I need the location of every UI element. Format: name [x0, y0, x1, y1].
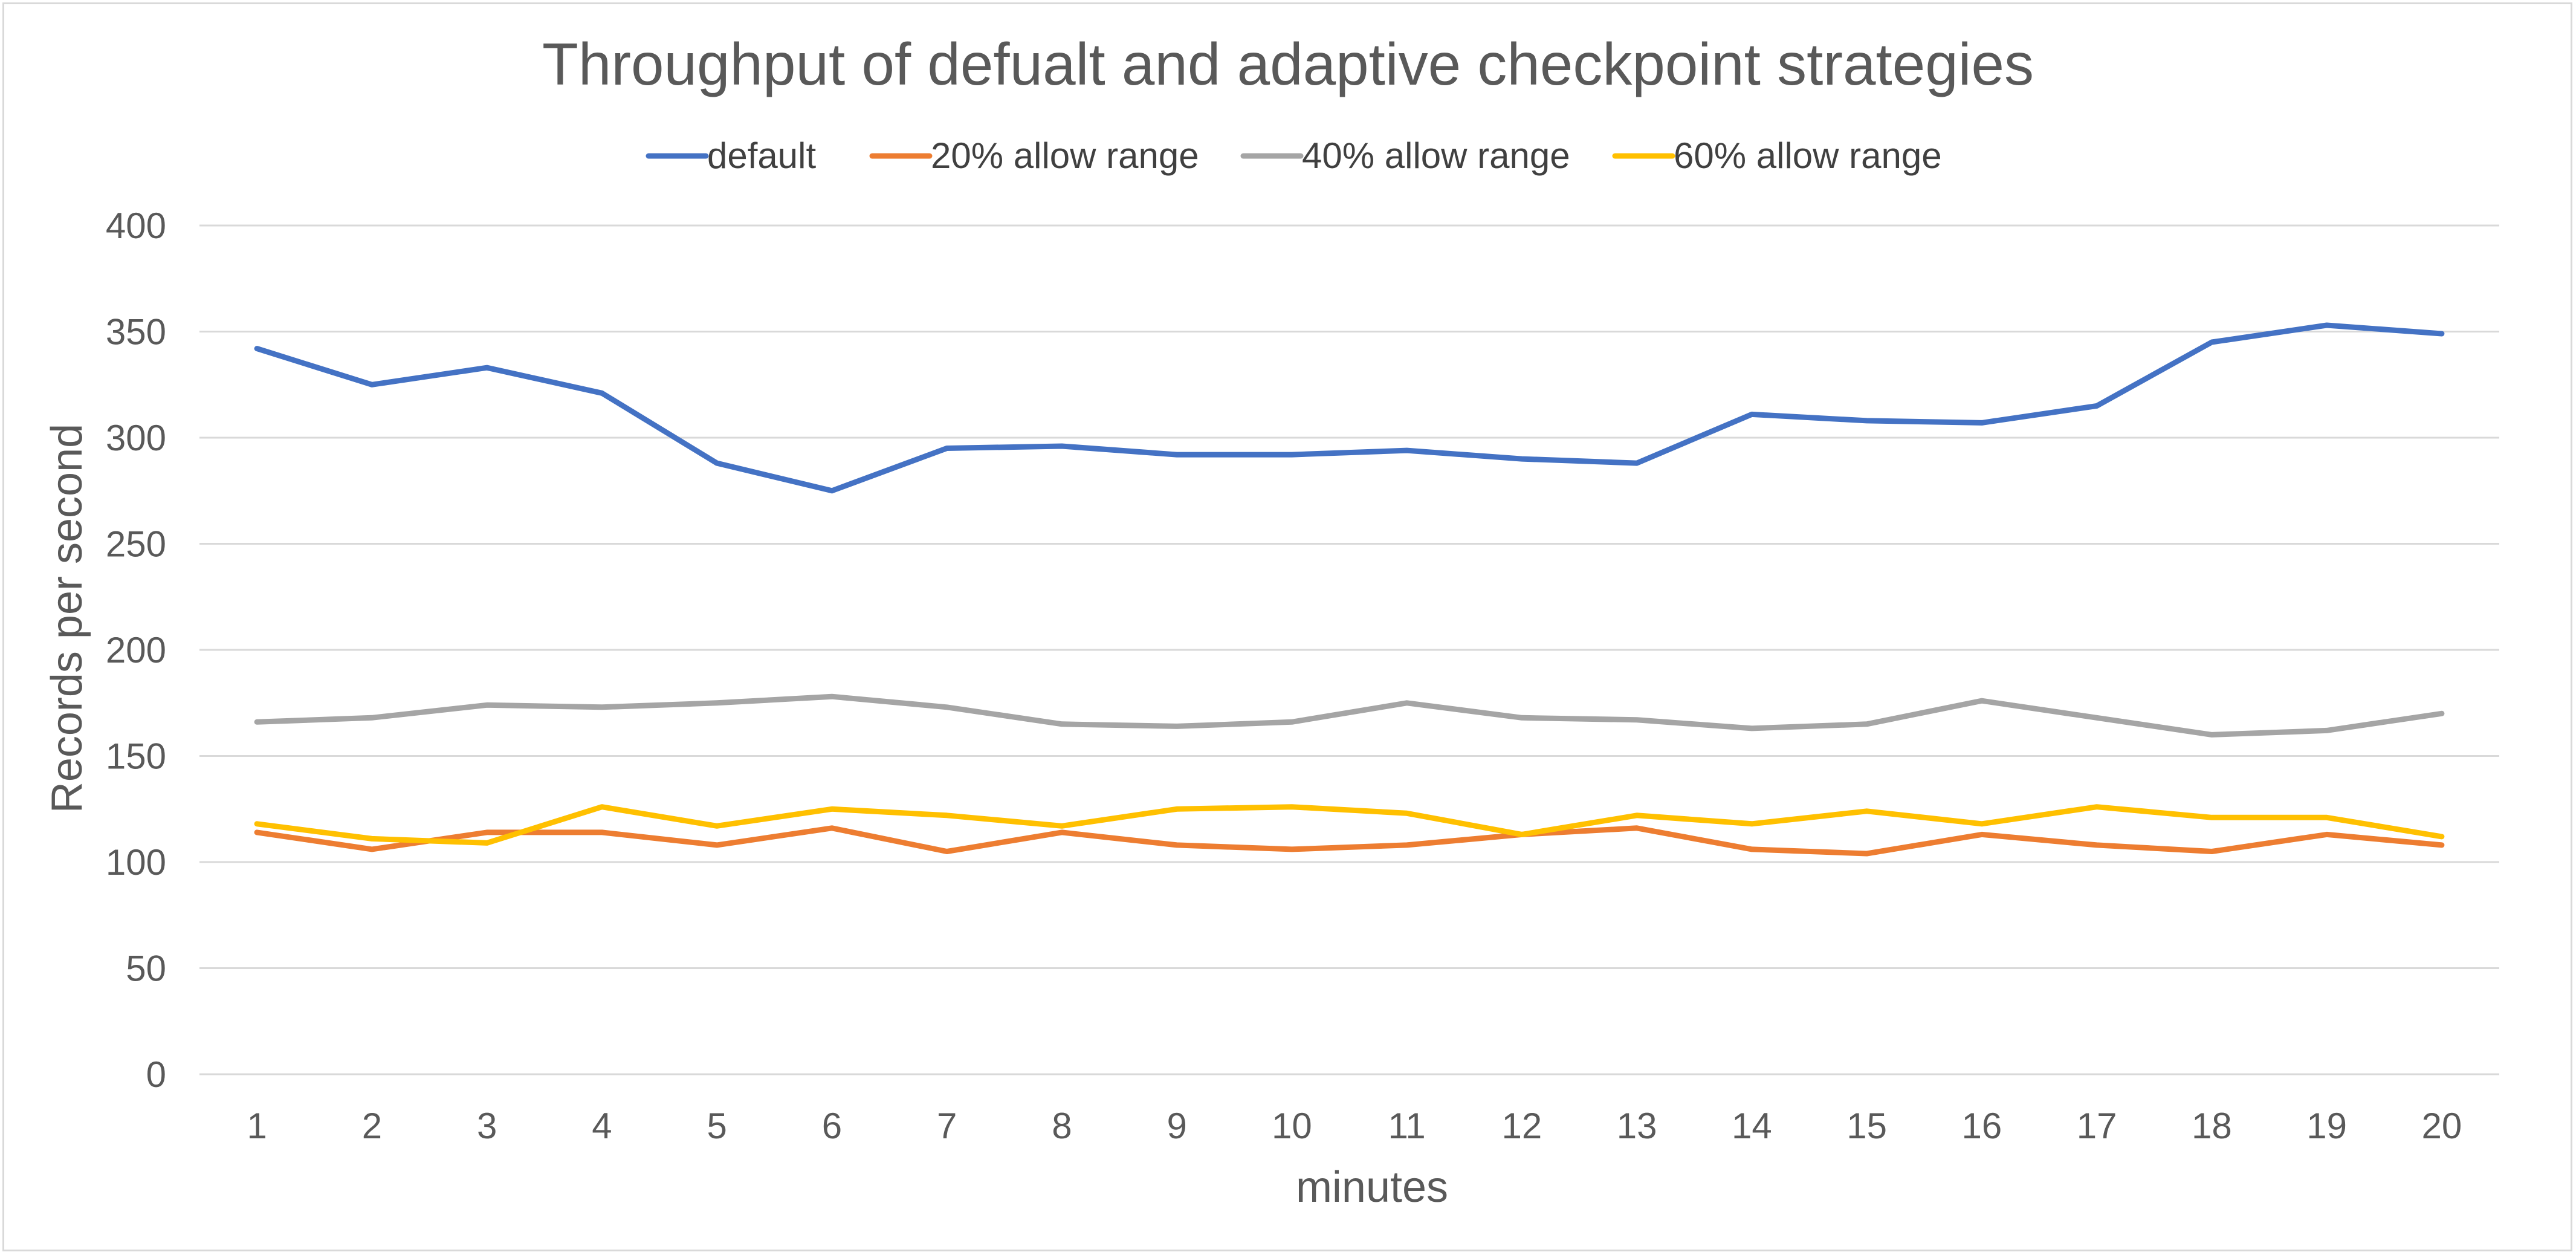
x-tick-label: 14 — [1732, 1106, 1772, 1146]
y-tick-label: 150 — [106, 736, 166, 777]
y-tick-label: 50 — [126, 949, 166, 989]
series-line-2 — [254, 825, 2445, 857]
y-axis-title: Records per second — [43, 424, 91, 813]
x-axis-ticks: 1 2 3 4 5 6 7 8 9 10 11 12 13 14 15 16 17 18 19 20 — [247, 1106, 2462, 1146]
x-tick-label: 6 — [822, 1106, 842, 1146]
x-tick-label: 16 — [1962, 1106, 2002, 1146]
x-tick-label: 13 — [1617, 1106, 1657, 1146]
x-tick-label: 8 — [1052, 1106, 1072, 1146]
y-tick-label: 200 — [106, 630, 166, 670]
y-tick-label: 100 — [106, 842, 166, 883]
legend-label: 60% allow range — [1674, 135, 1942, 176]
legend: default 20% allow range 40% allow range 60%… — [646, 135, 1942, 176]
series-line-1 — [254, 322, 2445, 494]
x-tick-label: 19 — [2306, 1106, 2347, 1146]
x-tick-label: 17 — [2077, 1106, 2117, 1146]
chart-title: Throughput of defualt and adaptive check… — [542, 31, 2034, 97]
x-tick-label: 12 — [1502, 1106, 1542, 1146]
series-lines — [254, 322, 2445, 857]
x-tick-label: 3 — [477, 1106, 497, 1146]
x-tick-label: 15 — [1846, 1106, 1887, 1146]
gridlines — [199, 224, 2499, 1075]
legend-label: 20% allow range — [931, 135, 1199, 176]
series-line-3 — [254, 693, 2445, 738]
x-tick-label: 20 — [2422, 1106, 2462, 1146]
y-axis-ticks: 0 50 100 150 200 250 300 350 400 — [106, 206, 166, 1095]
y-tick-label: 300 — [106, 418, 166, 458]
x-tick-label: 18 — [2192, 1106, 2232, 1146]
x-tick-label: 2 — [362, 1106, 382, 1146]
y-tick-label: 350 — [106, 312, 166, 352]
x-tick-label: 4 — [592, 1106, 612, 1146]
y-tick-label: 250 — [106, 524, 166, 565]
x-tick-label: 10 — [1272, 1106, 1312, 1146]
x-tick-label: 7 — [937, 1106, 957, 1146]
x-tick-label: 5 — [707, 1106, 727, 1146]
x-axis-title: minutes — [1296, 1163, 1448, 1211]
legend-label: 40% allow range — [1302, 135, 1570, 176]
x-tick-label: 11 — [1388, 1106, 1425, 1146]
y-tick-label: 400 — [106, 206, 166, 246]
legend-label: default — [707, 135, 816, 176]
y-tick-label: 0 — [146, 1054, 166, 1095]
series-line-4 — [254, 804, 2445, 846]
x-tick-label: 1 — [247, 1106, 267, 1146]
x-tick-label: 9 — [1167, 1106, 1186, 1146]
